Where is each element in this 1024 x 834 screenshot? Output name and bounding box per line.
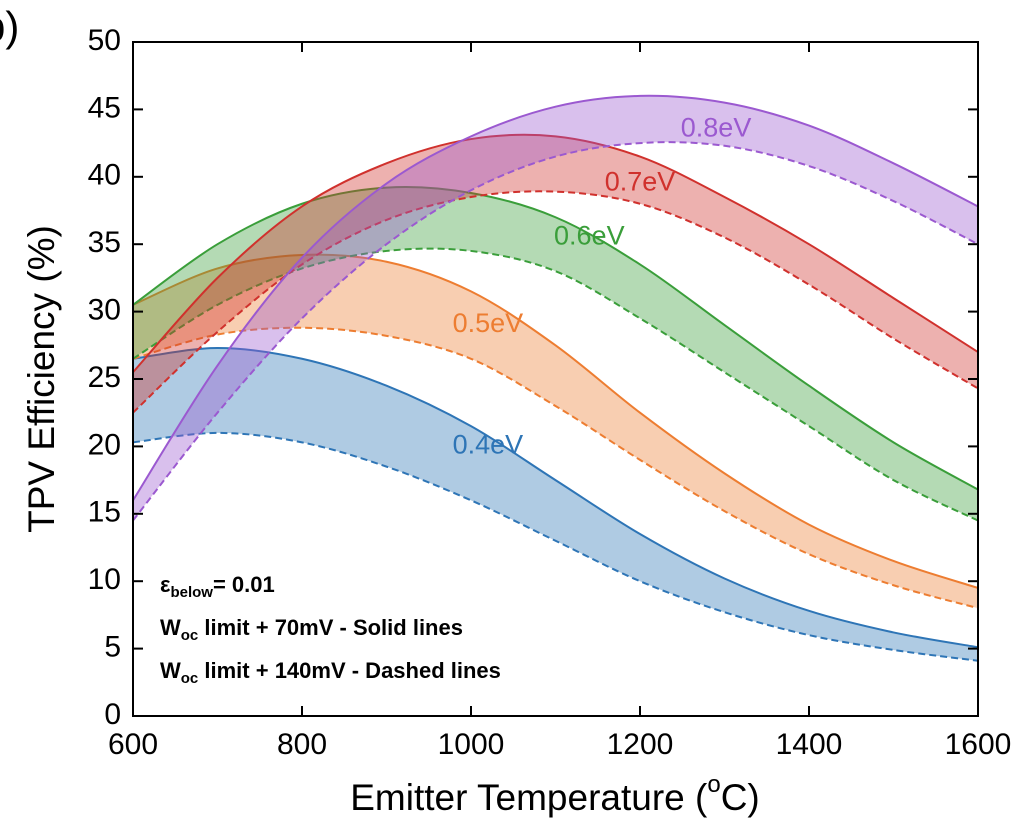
y-tick-label: 0 [104, 698, 121, 731]
y-tick-label: 15 [88, 496, 121, 529]
y-tick-label: 35 [88, 226, 121, 259]
y-tick-label: 5 [104, 631, 121, 664]
dashed-line [132, 141, 979, 522]
y-axis-label: TPV Efficiency (%) [21, 225, 62, 533]
y-tick-label: 45 [88, 91, 121, 124]
solid-line [132, 133, 979, 373]
band-area [133, 134, 978, 413]
solid-line [132, 185, 979, 491]
annotation: Woc limit + 140mV - Dashed lines [160, 658, 501, 687]
dashed-line [132, 190, 979, 414]
solid-line [132, 94, 979, 501]
x-axis-label: Emitter Temperature (oC) [350, 771, 760, 817]
x-label-sup: o [707, 771, 720, 798]
series-label: 0.6eV [554, 221, 625, 251]
series-label: 0.7eV [605, 167, 676, 197]
y-tick-label: 25 [88, 361, 121, 394]
series-label: 0.4eV [453, 430, 524, 460]
annotation-sub: oc [181, 627, 199, 644]
band-area [133, 186, 978, 521]
x-tick-label: 800 [277, 728, 327, 761]
x-tick-label: 1600 [945, 728, 1012, 761]
annotation: Woc limit + 70mV - Solid lines [160, 615, 463, 644]
y-tick-label: 40 [88, 159, 121, 192]
annotation-text: ε [160, 572, 171, 597]
y-tick-label: 30 [88, 294, 121, 327]
annotation-text: = 0.01 [213, 572, 275, 597]
y-tick-label: 50 [88, 24, 121, 57]
solid-line [132, 253, 979, 589]
annotation-text: limit + 140mV - Dashed lines [198, 658, 501, 683]
series-label: 0.5eV [453, 308, 524, 338]
solid-line [132, 346, 979, 649]
annotation: εbelow= 0.01 [160, 572, 275, 601]
band-area [133, 347, 978, 661]
annotation-text: limit + 70mV - Solid lines [198, 615, 463, 640]
annotation-text: W [160, 658, 181, 683]
y-tick-label: 20 [88, 428, 121, 461]
panel-label: b) [0, 3, 19, 50]
x-tick-label: 1200 [607, 728, 674, 761]
annotation-sub: oc [181, 670, 199, 687]
x-label-text: C) [721, 777, 760, 818]
dashed-line [132, 431, 979, 662]
x-tick-label: 600 [108, 728, 158, 761]
y-tick-label: 10 [88, 563, 121, 596]
x-tick-label: 1400 [776, 728, 843, 761]
annotation-text: W [160, 615, 181, 640]
series-label: 0.8eV [681, 113, 752, 143]
x-label-text: Emitter Temperature ( [350, 777, 708, 818]
band-area [133, 95, 978, 521]
dashed-line [132, 326, 979, 610]
annotation-sub: below [170, 584, 213, 601]
band-area [133, 254, 978, 609]
x-tick-label: 1000 [438, 728, 505, 761]
